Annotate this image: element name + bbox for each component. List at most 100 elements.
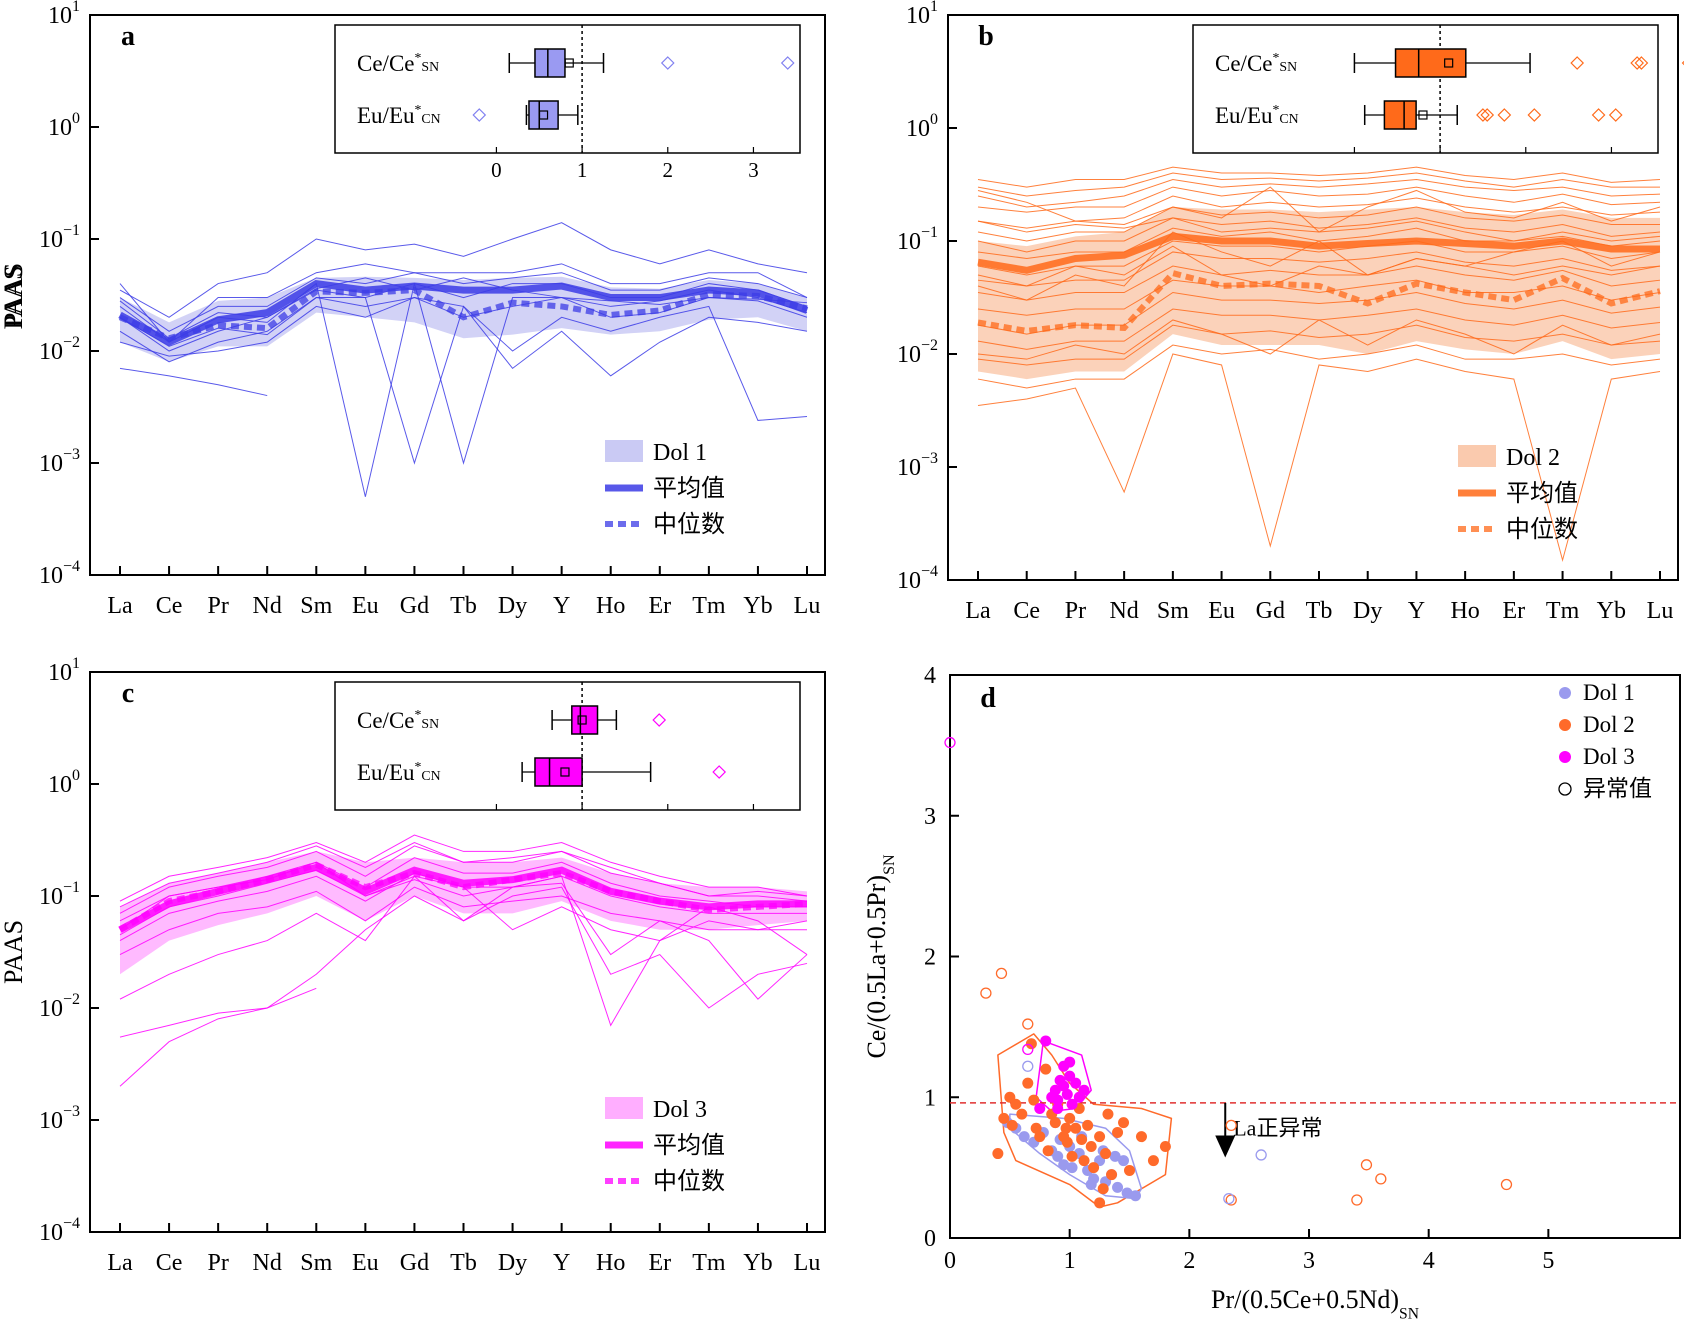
box-outlier [652,713,667,727]
outlier-point [980,987,992,999]
y-tick-label: 10−4 [39,558,80,589]
legend-marker [1559,719,1571,731]
x-tick-label: Pr [207,593,228,619]
inset-x-tick-label: 1 [577,158,588,182]
x-tick-label: 0 [944,1248,956,1274]
sample-line [119,875,808,1087]
sample-line [977,324,1661,366]
x-tick-label: Nd [253,1250,282,1276]
scatter-point [1010,1098,1022,1110]
scatter-point [1159,1141,1171,1153]
y-tick-exp: −1 [63,879,80,896]
y-tick-exp: 1 [930,0,938,15]
y-tick-label: 10−4 [39,1215,80,1246]
outlier-point [1225,1194,1237,1206]
inset-category-label-part: CN [1279,111,1298,126]
outlier-point [1022,1018,1034,1030]
scatter-point [1109,1150,1121,1162]
y-tick-base: 10 [48,772,72,798]
y-tick-base: 10 [39,1108,63,1134]
range-band [120,851,807,975]
x-tick-label: 3 [1303,1248,1315,1274]
x-tick-label: La [965,598,991,624]
inset-category-label-part: CN [421,111,440,126]
x-tick-label: Lu [1647,598,1674,624]
x-tick-label: Gd [400,593,429,619]
mean-line [118,279,809,347]
sample-line [119,869,808,1000]
box-outlier [1480,108,1495,122]
y-tick-base: 10 [48,660,72,686]
x-tick-label: 1 [1064,1248,1076,1274]
sample-line [977,206,1660,242]
legend-mean-label: 平均值 [653,1132,725,1159]
x-tick-label: 2 [1183,1248,1195,1274]
scatter-point [1100,1148,1112,1160]
legend-label: Dol 1 [1583,680,1635,705]
y-axis-label: Ce/(0.5La+0.5Pr)SN [862,854,898,1059]
plot-frame [89,671,826,1233]
y-tick-label: 0 [924,1226,936,1252]
median-line [118,287,808,342]
scatter-point [1112,1181,1124,1193]
x-tick-label: Sm [300,1250,332,1276]
scatter-point [1058,1080,1070,1092]
x-tick-label: Dy [1353,598,1382,624]
x-tick-label: Y [553,593,570,619]
x-tick-label: Ce [156,593,183,619]
x-tick-label: Er [1503,598,1526,624]
x-tick-label: Tb [450,593,477,619]
scatter-point [1078,1155,1090,1167]
scatter-point [1094,1197,1106,1209]
y-axis-label: PAAS [0,920,28,984]
box-outlier [1630,56,1644,70]
x-tick-label: Lu [794,593,821,619]
scatter-point [1025,1038,1037,1050]
y-tick-exp: −4 [921,563,938,580]
box-mean-marker [1444,58,1454,68]
sample-line [977,319,1661,360]
sample-line [977,179,1661,208]
y-tick-label: 10−1 [897,224,938,255]
sample-line [977,251,1661,287]
sample-line [977,344,1661,389]
range-band [978,206,1660,380]
y-tick-label: 10−3 [39,1103,80,1134]
x-tick-label: Dy [498,593,527,619]
box [528,100,559,130]
sample-line [977,217,1661,242]
inset-category-label-part: Eu/Eu [1215,103,1273,128]
inset-category-label-part: CN [421,768,440,783]
x-tick-label: Eu [352,1250,379,1276]
y-tick-exp: 1 [72,0,80,15]
sample-line [977,217,1661,253]
legend-median-label: 中位数 [653,1168,725,1195]
outlier-point [1022,1060,1034,1072]
outlier-point [1375,1173,1387,1185]
inset-category-label: Ce/Ce*SN [357,707,439,733]
y-tick-exp: 1 [72,655,80,672]
y-tick-base: 10 [39,451,63,477]
plot-frame [89,14,826,576]
sample-line [119,222,808,318]
y-tick-base: 10 [897,229,921,255]
x-tick-label: La [107,593,133,619]
box [534,48,566,78]
x-tick-label: Ho [1450,598,1479,624]
inset-category-label: Eu/Eu*CN [357,759,441,785]
scatter-point [992,1148,1004,1160]
sample-line [119,857,807,931]
box-outlier [472,108,487,122]
sample-line [119,987,317,1038]
scatter-point [1006,1119,1018,1131]
y-tick-exp: −2 [63,991,80,1008]
legend-label: Dol 2 [1583,712,1635,737]
x-tick-label: Yb [1597,598,1626,624]
inset-category-label-part: SN [421,59,439,74]
box-outlier [1570,56,1585,70]
x-tick-label: Pr [207,1250,228,1276]
y-tick-label: 10−2 [897,337,938,368]
outlier-point [1351,1194,1363,1206]
sample-line [119,367,268,397]
